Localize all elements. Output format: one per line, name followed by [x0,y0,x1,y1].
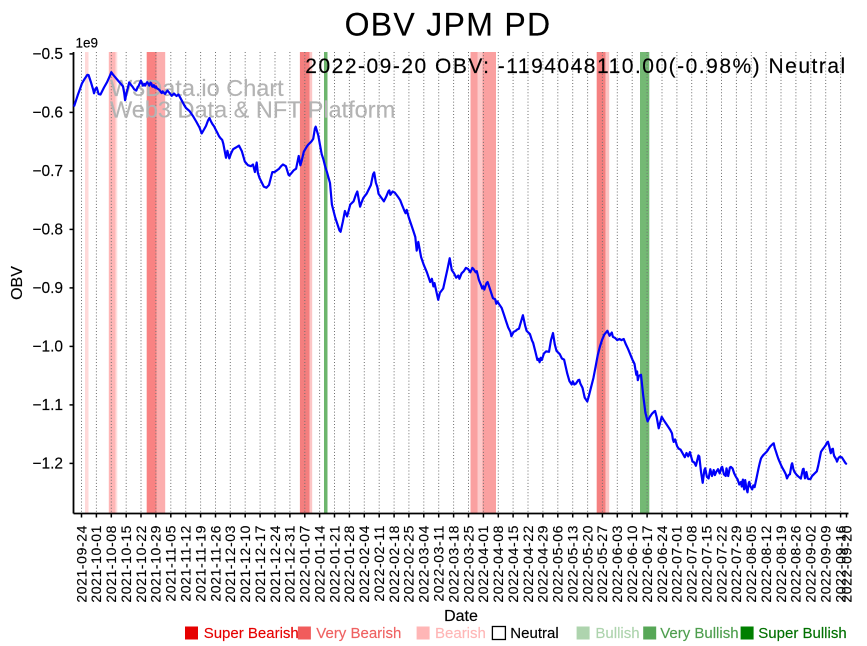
svg-text:2022-08-12: 2022-08-12 [758,525,774,603]
svg-text:2022-02-25: 2022-02-25 [401,525,417,603]
svg-text:2022-09-09: 2022-09-09 [818,525,834,603]
svg-text:2022-06-10: 2022-06-10 [624,525,640,603]
svg-text:−1.2: −1.2 [32,456,63,473]
svg-text:2021-12-10: 2021-12-10 [237,525,253,603]
svg-text:2022-04-15: 2022-04-15 [505,525,521,603]
svg-text:2022-05-27: 2022-05-27 [594,525,610,603]
svg-text:2021-12-17: 2021-12-17 [252,525,268,603]
svg-text:2021-11-12: 2021-11-12 [177,525,193,602]
svg-text:2022-04-29: 2022-04-29 [535,525,551,603]
svg-text:Web3 Data & NFT Platform: Web3 Data & NFT Platform [110,97,395,123]
svg-text:2022-05-13: 2022-05-13 [565,525,581,603]
svg-text:2021-12-24: 2021-12-24 [267,525,283,603]
svg-text:2021-11-05: 2021-11-05 [163,525,179,602]
svg-text:2022-03-04: 2022-03-04 [416,525,432,603]
svg-text:−1.1: −1.1 [32,397,63,414]
svg-text:2021-12-31: 2021-12-31 [282,525,298,603]
svg-text:2022-03-25: 2022-03-25 [460,525,476,603]
svg-text:2021-11-19: 2021-11-19 [192,525,208,602]
svg-text:2021-10-01: 2021-10-01 [88,525,104,603]
svg-text:Super Bearish: Super Bearish [204,625,299,642]
svg-text:−0.9: −0.9 [32,280,63,297]
svg-text:2021-10-29: 2021-10-29 [148,525,164,603]
svg-text:W3Data.io Chart: W3Data.io Chart [110,75,284,101]
svg-text:2022-06-24: 2022-06-24 [654,525,670,603]
svg-text:−0.5: −0.5 [32,46,63,63]
svg-text:Very Bearish: Very Bearish [316,625,401,642]
svg-text:2022-02-04: 2022-02-04 [356,525,372,603]
svg-text:2022-08-26: 2022-08-26 [788,525,804,603]
svg-text:2022-05-20: 2022-05-20 [579,525,595,603]
svg-text:2022-08-05: 2022-08-05 [743,525,759,603]
svg-text:Bearish: Bearish [435,625,486,642]
svg-text:OBV: OBV [9,266,26,300]
svg-text:2022-09-20: 2022-09-20 [838,525,854,603]
svg-text:Bullish: Bullish [595,625,639,642]
svg-text:2021-12-03: 2021-12-03 [222,525,238,603]
svg-text:−0.7: −0.7 [32,163,63,180]
svg-text:2022-07-15: 2022-07-15 [698,525,714,603]
svg-text:2022-04-08: 2022-04-08 [490,525,506,603]
svg-text:2021-10-15: 2021-10-15 [118,525,134,603]
svg-text:2021-11-26: 2021-11-26 [207,525,223,602]
svg-text:2022-05-06: 2022-05-06 [550,525,566,603]
svg-text:Neutral: Neutral [510,625,558,642]
svg-text:1e9: 1e9 [76,36,99,51]
svg-text:2022-07-01: 2022-07-01 [669,525,685,603]
svg-text:2022-04-01: 2022-04-01 [475,525,491,603]
svg-text:2022-01-14: 2022-01-14 [311,525,327,603]
svg-text:2022-02-11: 2022-02-11 [371,525,387,602]
svg-text:2021-10-22: 2021-10-22 [133,525,149,603]
svg-text:2022-09-20 OBV: -1194048110.00: 2022-09-20 OBV: -1194048110.00(-0.98%) N… [305,55,846,78]
svg-text:−1.0: −1.0 [32,339,63,356]
svg-text:2022-07-08: 2022-07-08 [684,525,700,603]
svg-text:Super Bullish: Super Bullish [758,625,846,642]
svg-text:2022-01-28: 2022-01-28 [341,525,357,603]
svg-text:2022-08-19: 2022-08-19 [773,525,789,603]
svg-text:2022-03-11: 2022-03-11 [431,525,447,602]
svg-text:2021-09-24: 2021-09-24 [73,525,89,603]
svg-text:OBV JPM PD: OBV JPM PD [345,6,552,42]
svg-text:2022-02-18: 2022-02-18 [386,525,402,603]
svg-text:2022-09-02: 2022-09-02 [803,525,819,603]
svg-text:2022-07-29: 2022-07-29 [728,525,744,603]
svg-text:2022-06-17: 2022-06-17 [639,525,655,603]
svg-text:2021-10-08: 2021-10-08 [103,525,119,603]
svg-text:2022-06-03: 2022-06-03 [609,525,625,603]
svg-text:2022-03-18: 2022-03-18 [445,525,461,603]
svg-text:2022-01-07: 2022-01-07 [297,525,313,603]
svg-text:−0.8: −0.8 [32,222,63,239]
svg-text:2022-04-22: 2022-04-22 [520,525,536,603]
svg-text:2022-09-16: 2022-09-16 [832,525,848,603]
svg-text:2022-07-22: 2022-07-22 [713,525,729,603]
svg-text:−0.6: −0.6 [32,105,63,122]
svg-text:2022-01-21: 2022-01-21 [326,525,342,603]
svg-text:Date: Date [444,608,478,625]
svg-text:Very Bullish: Very Bullish [660,625,738,642]
